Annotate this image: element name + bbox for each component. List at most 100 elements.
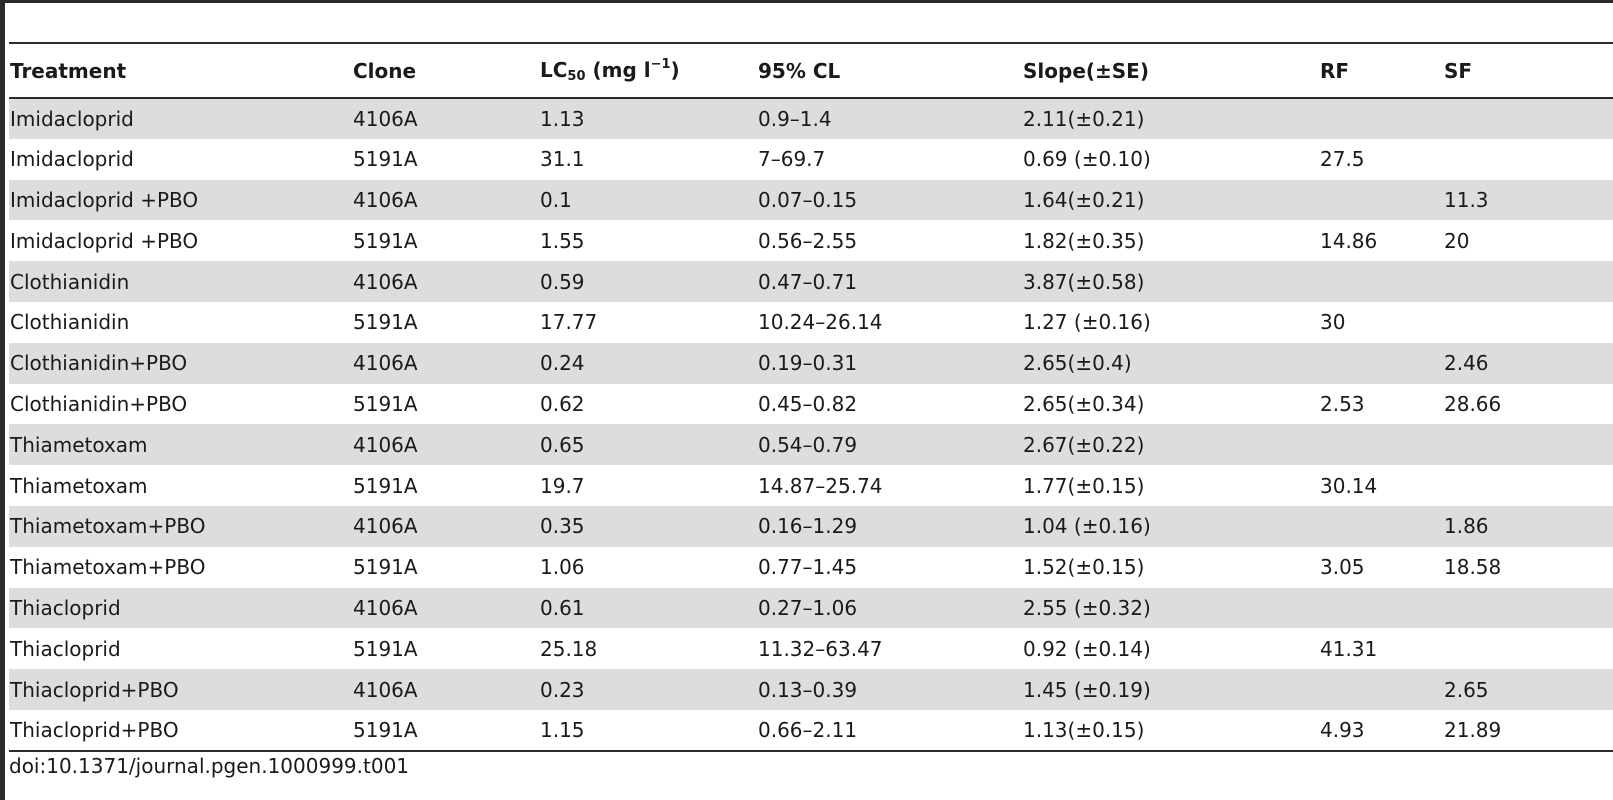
cell-slope: 2.11(±0.21)	[1022, 98, 1319, 139]
cell-slope: 1.77(±0.15)	[1023, 473, 1145, 498]
cell-clone: 4106A	[352, 342, 539, 384]
cell-clone: 4106A	[352, 424, 539, 466]
cell-treatment: Thiacloprid	[9, 587, 352, 629]
cell-confidence-limits: 0.27–1.06	[757, 587, 1022, 629]
cell-treatment: Thiametoxam	[9, 424, 352, 466]
cell-slope: 1.04 (±0.16)	[1022, 505, 1319, 547]
cell-slope: 3.87(±0.58)	[1022, 261, 1319, 302]
cell-treatment: Imidacloprid +PBO	[9, 179, 352, 221]
cell-clone: 5191A	[353, 391, 418, 416]
table-header-row: Treatment Clone LC50 (mg l−1) 95% CL Slo…	[9, 42, 1613, 99]
cell-clone: 4106A	[352, 587, 539, 629]
cell-treatment: Imidacloprid	[9, 98, 352, 139]
cell-treatment: Thiametoxam+PBO	[9, 505, 352, 547]
header-lc50-close: )	[670, 58, 680, 82]
cell-rf: 27.5	[1320, 147, 1365, 172]
cell-rf	[1319, 342, 1443, 384]
cell-lc50: 0.59	[539, 261, 757, 302]
cell-rf	[1319, 179, 1443, 221]
cell-slope: 0.92 (±0.14)	[1023, 636, 1151, 661]
table-row: Thiametoxam+PBO 5191A 1.06 0.77–1.45 1.52(±0…	[9, 547, 1613, 588]
header-sf: SF	[1443, 42, 1613, 99]
cell-slope: 2.67(±0.22)	[1022, 424, 1319, 466]
top-border	[0, 0, 1613, 3]
cell-slope: 1.13(±0.15)	[1022, 709, 1319, 752]
cell-sf: 1.86	[1443, 505, 1613, 547]
cell-slope: 2.65(±0.34)	[1023, 391, 1145, 416]
table-row: Thiametoxam 5191A 19.7 14.87–25.74 1.77(±0.1…	[9, 465, 1613, 506]
cell-treatment: Clothianidin	[10, 310, 130, 335]
table-row: Clothianidin+PBO 4106A 0.24 0.19–0.31 2.65(±…	[9, 342, 1613, 384]
cell-lc50: 1.15	[539, 709, 757, 752]
cell-sf: 20	[1444, 228, 1470, 253]
cell-slope: 1.52(±0.15)	[1023, 555, 1145, 580]
cell-slope: 1.45 (±0.19)	[1022, 669, 1319, 710]
cell-lc50: 0.35	[539, 505, 757, 547]
cell-sf	[1443, 302, 1613, 343]
header-clone: Clone	[352, 42, 539, 99]
table-row: Thiacloprid 5191A 25.18 11.32–63.47 0.92 (±0…	[9, 628, 1613, 669]
cell-lc50: 31.1	[540, 147, 585, 172]
cell-rf	[1319, 98, 1443, 139]
cell-lc50: 0.24	[539, 342, 757, 384]
cell-sf	[1443, 261, 1613, 302]
cell-clone: 5191A	[353, 228, 418, 253]
cell-confidence-limits: 0.47–0.71	[757, 261, 1022, 302]
header-lc50-subscript: 50	[567, 69, 586, 84]
cell-confidence-limits: 0.16–1.29	[757, 505, 1022, 547]
cell-clone: 4106A	[352, 669, 539, 710]
cell-sf	[1443, 587, 1613, 629]
header-treatment: Treatment	[9, 42, 352, 99]
cell-confidence-limits: 0.13–0.39	[757, 669, 1022, 710]
cell-slope: 0.69 (±0.10)	[1023, 147, 1151, 172]
cell-sf: 28.66	[1444, 391, 1502, 416]
cell-clone: 4106A	[352, 261, 539, 302]
cell-clone: 5191A	[353, 310, 418, 335]
table-row: Thiametoxam 4106A 0.65 0.54–0.79 2.67(±0.22)	[9, 424, 1613, 466]
cell-rf	[1319, 587, 1443, 629]
cell-treatment: Thiametoxam	[10, 473, 148, 498]
table-row: Clothianidin+PBO 5191A 0.62 0.45–0.82 2.65(±…	[9, 384, 1613, 425]
cell-lc50: 19.7	[540, 473, 585, 498]
table-body: Imidacloprid 4106A 1.13 0.9–1.4 2.11(±0.21) I…	[9, 98, 1613, 752]
cell-lc50: 0.23	[539, 669, 757, 710]
header-confidence-limits: 95% CL	[757, 42, 1022, 99]
cell-confidence-limits: 14.87–25.74	[758, 473, 883, 498]
cell-clone: 4106A	[352, 179, 539, 221]
cell-lc50: 1.55	[540, 228, 585, 253]
header-lc50-superscript: −1	[650, 57, 671, 72]
table-row: Thiacloprid 4106A 0.61 0.27–1.06 2.55 (±0.32…	[9, 587, 1613, 629]
cell-lc50: 0.62	[540, 391, 585, 416]
cell-clone: 4106A	[352, 505, 539, 547]
cell-sf: 2.46	[1443, 342, 1613, 384]
cell-lc50: 0.1	[539, 179, 757, 221]
cell-rf: 3.05	[1320, 555, 1365, 580]
cell-slope: 1.82(±0.35)	[1023, 228, 1145, 253]
cell-clone: 5191A	[353, 555, 418, 580]
cell-sf	[1443, 139, 1613, 180]
cell-treatment: Thiametoxam+PBO	[10, 555, 206, 580]
cell-rf	[1319, 505, 1443, 547]
cell-rf: 2.53	[1320, 391, 1365, 416]
cell-confidence-limits: 0.66–2.11	[757, 709, 1022, 752]
cell-confidence-limits: 0.56–2.55	[758, 228, 858, 253]
cell-lc50: 1.06	[540, 555, 585, 580]
cell-clone: 5191A	[353, 473, 418, 498]
cell-sf	[1443, 628, 1613, 669]
cell-confidence-limits: 7–69.7	[758, 147, 826, 172]
table-row: Thiametoxam+PBO 4106A 0.35 0.16–1.29 1.04 (±…	[9, 505, 1613, 547]
cell-rf	[1319, 261, 1443, 302]
cell-clone: 5191A	[353, 636, 418, 661]
results-table: Treatment Clone LC50 (mg l−1) 95% CL Slo…	[9, 42, 1613, 752]
table-row: Clothianidin 4106A 0.59 0.47–0.71 3.87(±0.58…	[9, 261, 1613, 302]
cell-clone: 4106A	[352, 98, 539, 139]
header-slope: Slope(±SE)	[1022, 42, 1319, 99]
cell-confidence-limits: 0.19–0.31	[757, 342, 1022, 384]
cell-slope: 2.55 (±0.32)	[1022, 587, 1319, 629]
cell-confidence-limits: 10.24–26.14	[758, 310, 883, 335]
cell-lc50: 0.61	[539, 587, 757, 629]
cell-rf: 30.14	[1320, 473, 1378, 498]
table-row: Imidacloprid +PBO 5191A 1.55 0.56–2.55 1.82(…	[9, 220, 1613, 261]
cell-confidence-limits: 0.45–0.82	[758, 391, 858, 416]
cell-lc50: 25.18	[540, 636, 598, 661]
